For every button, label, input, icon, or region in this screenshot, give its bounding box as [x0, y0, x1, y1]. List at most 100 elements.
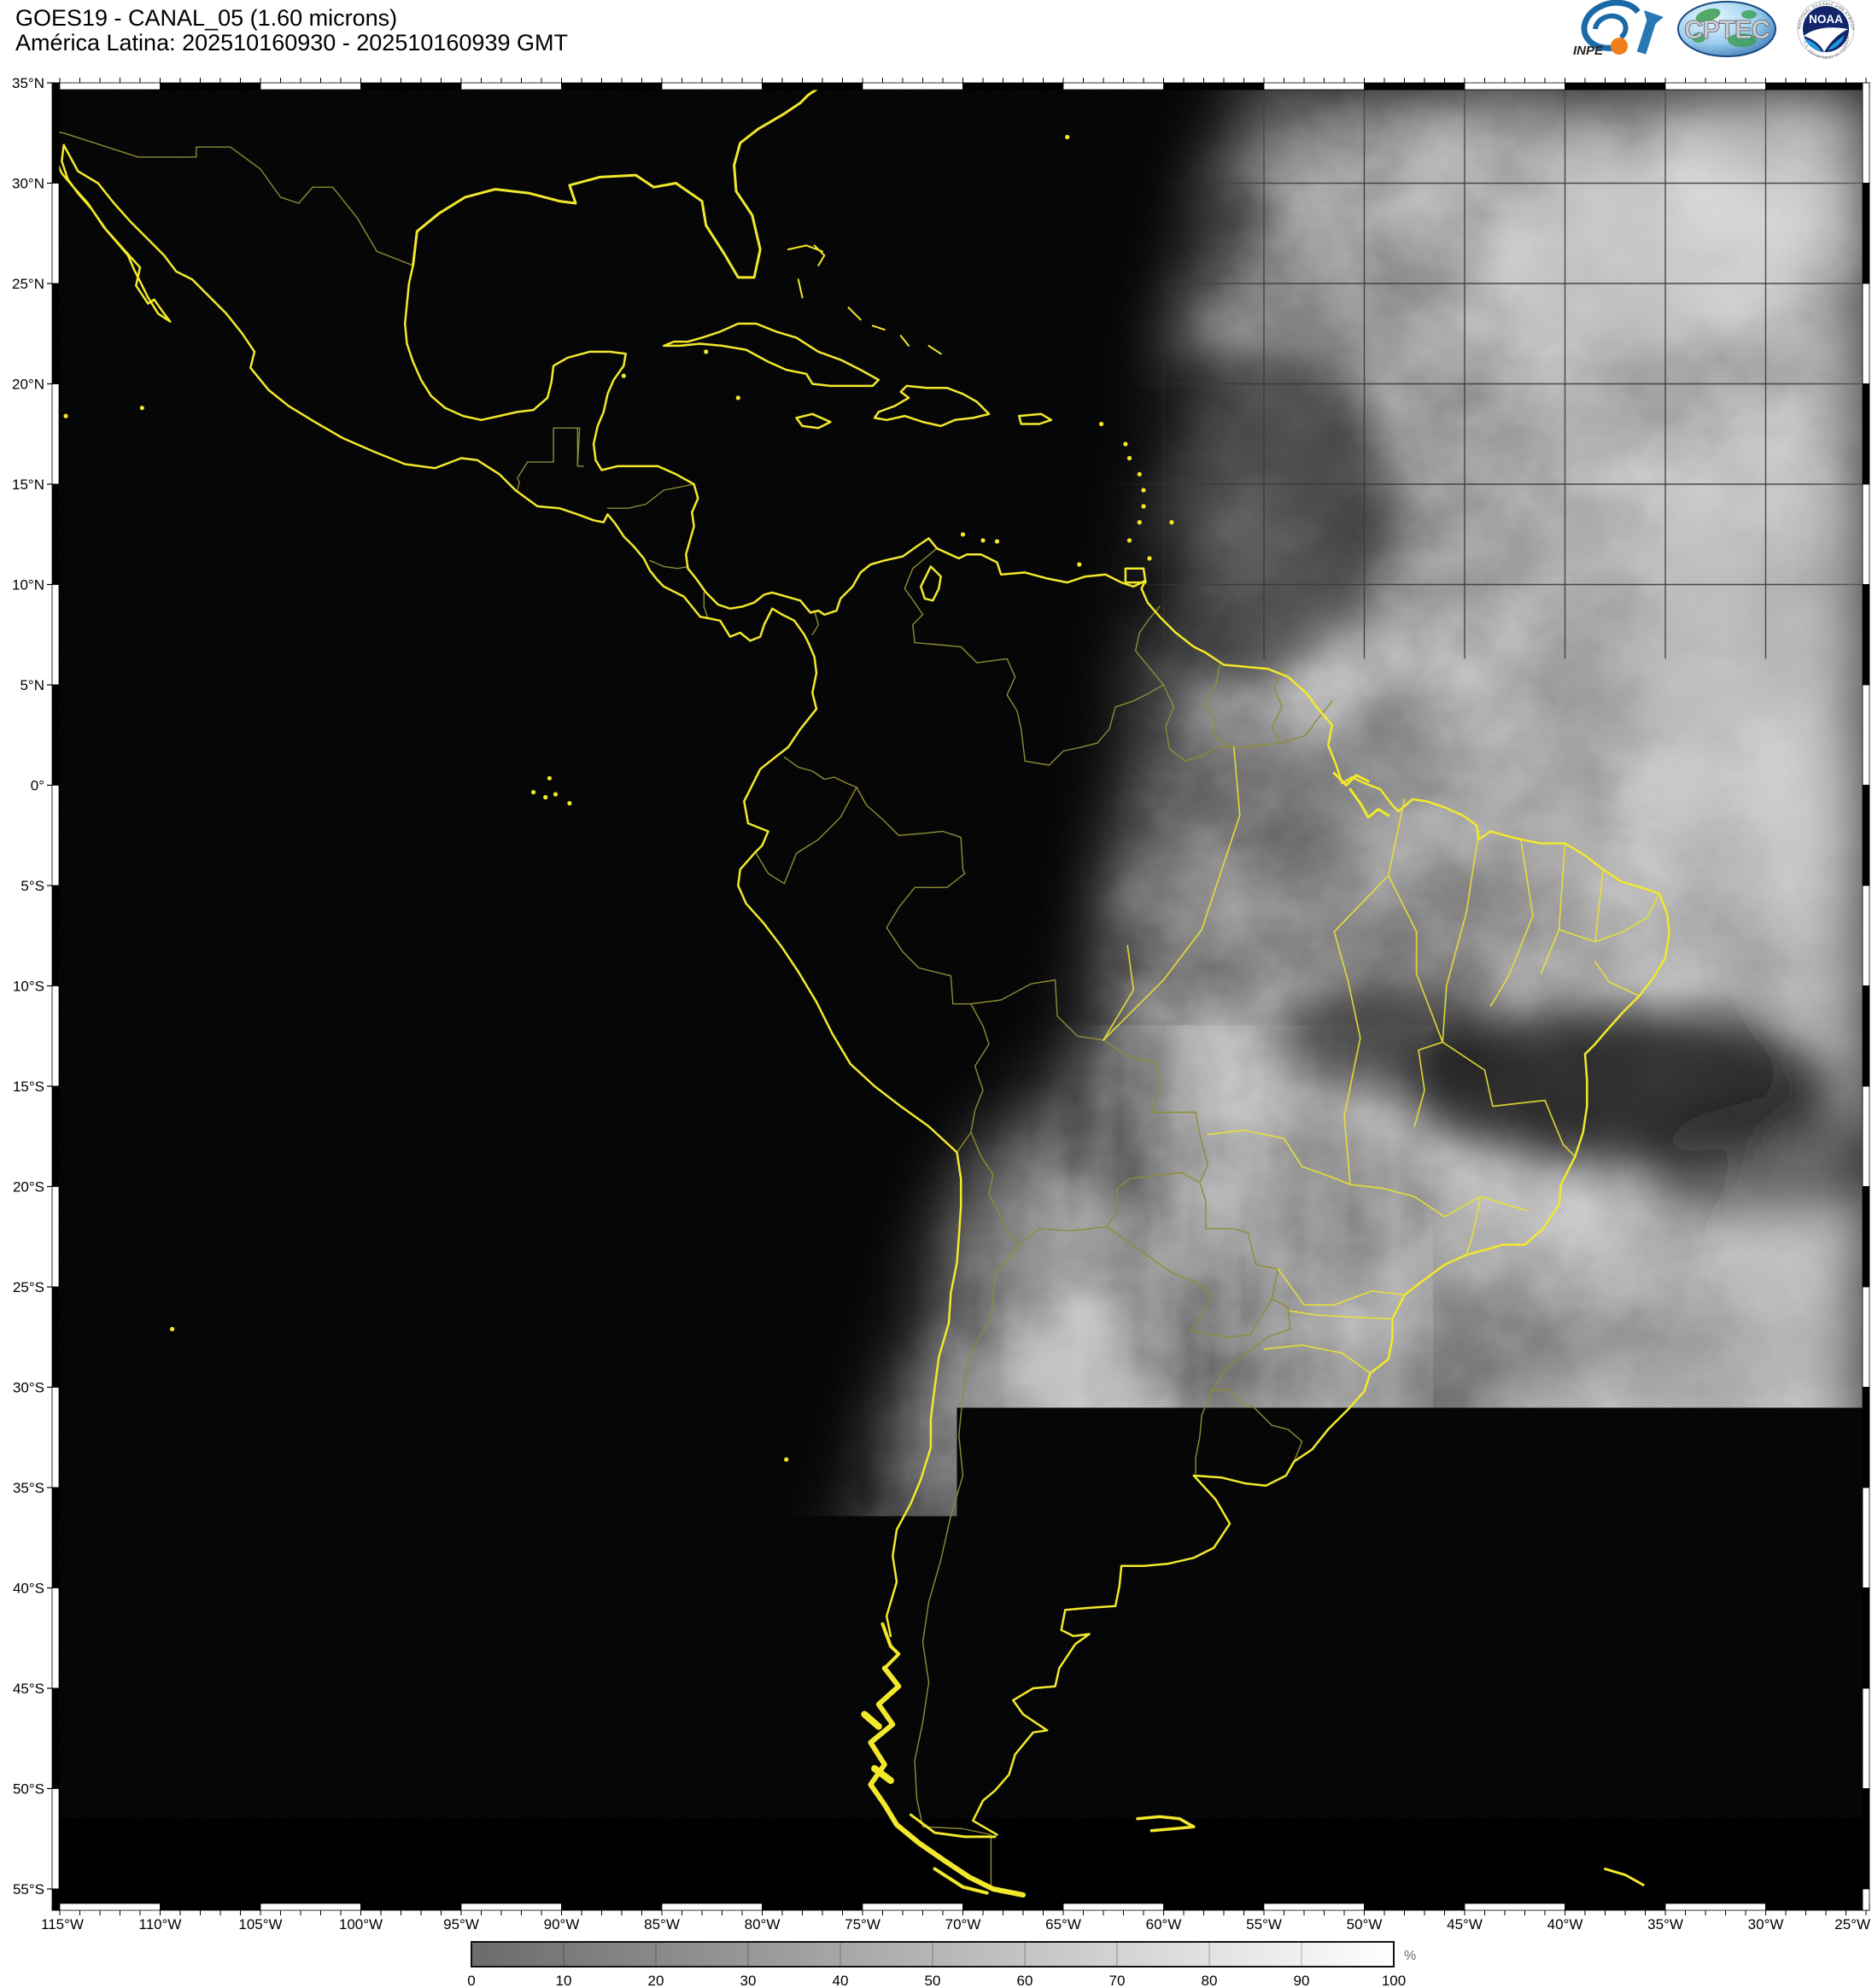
frame-bottom — [1766, 1903, 1867, 1910]
satellite-map-figure: GOES19 - CANAL_05 (1.60 microns) América… — [0, 0, 1872, 1988]
lat-label: 40°S — [13, 1581, 44, 1597]
island-dot — [1099, 422, 1103, 426]
island-dot — [63, 414, 67, 418]
island-dot — [961, 532, 965, 536]
frame-left — [52, 1287, 59, 1388]
frame-top — [963, 83, 1064, 90]
frame-top — [1365, 83, 1465, 90]
frame-left — [52, 1086, 59, 1187]
frame-top — [1164, 83, 1265, 90]
lon-label: 35°W — [1647, 1916, 1683, 1932]
frame-bottom — [1665, 1903, 1766, 1910]
frame-left — [52, 384, 59, 485]
sensor-noise — [52, 83, 1869, 1910]
frame-left — [52, 484, 59, 585]
colorbar-tick-label: 80 — [1202, 1973, 1218, 1988]
lon-label: 100°W — [339, 1916, 383, 1932]
lat-label: 50°S — [13, 1781, 44, 1798]
island-dot — [1138, 520, 1142, 524]
frame-right — [1863, 1688, 1869, 1789]
island-dot — [1123, 441, 1127, 446]
frame-left — [52, 83, 59, 184]
frame-right — [1863, 986, 1869, 1087]
island-dot — [1065, 135, 1069, 139]
frame-top — [1565, 83, 1666, 90]
frame-left — [52, 685, 59, 786]
island-dot — [704, 349, 708, 354]
frame-right — [1863, 685, 1869, 786]
lat-label: 20°N — [12, 377, 44, 393]
frame-top — [562, 83, 663, 90]
frame-right — [1863, 83, 1869, 184]
lat-label: 35°N — [12, 75, 44, 91]
frame-right — [1863, 184, 1869, 284]
island-dot — [1147, 556, 1151, 560]
frame-left — [52, 1187, 59, 1288]
frame-left — [52, 585, 59, 686]
frame-bottom — [1063, 1903, 1164, 1910]
frame-bottom — [361, 1903, 462, 1910]
noaa-logo-text: NOAA — [1809, 13, 1843, 26]
lat-label: 30°S — [13, 1380, 44, 1396]
lon-label: 110°W — [139, 1916, 182, 1932]
frame-bottom — [60, 1903, 161, 1910]
cptec-logo: CPTEC — [1678, 2, 1775, 56]
island-dot — [1138, 472, 1142, 477]
frame-left — [52, 1688, 59, 1789]
lon-label: 70°W — [945, 1916, 981, 1932]
cptec-logo-text: CPTEC — [1684, 15, 1770, 44]
frame-top — [1766, 83, 1867, 90]
frame-top — [361, 83, 462, 90]
frame-bottom — [662, 1903, 763, 1910]
island-dot — [784, 1458, 788, 1462]
product-title: GOES19 - CANAL_05 (1.60 microns) — [15, 5, 397, 31]
island-dot — [531, 790, 535, 794]
colorbar-tick-label: 0 — [467, 1973, 475, 1988]
lat-label: 35°S — [13, 1480, 44, 1496]
frame-bottom — [260, 1903, 361, 1910]
island-dot — [140, 406, 144, 410]
inpe-logo: INPE — [1573, 3, 1664, 58]
lat-label: 30°N — [12, 176, 44, 192]
lon-label: 30°W — [1748, 1916, 1784, 1932]
frame-right — [1863, 1388, 1869, 1488]
frame-bottom — [1164, 1903, 1265, 1910]
frame-right — [1863, 585, 1869, 686]
island-dot — [567, 801, 571, 805]
lat-label: 10°N — [12, 577, 44, 593]
longitude-axis: 115°W 110°W 105°W 100°W 95°W 90°W 85°W 80°W 75°W… — [41, 1916, 1870, 1932]
island-dot — [547, 776, 552, 781]
header: GOES19 - CANAL_05 (1.60 microns) América… — [15, 5, 568, 56]
frame-top — [1665, 83, 1766, 90]
satellite-imagery — [52, 77, 1872, 1947]
frame-left — [52, 1889, 59, 1910]
island-dot — [1169, 520, 1173, 524]
product-subtitle-timestamp: América Latina: 202510160930 - 202510160… — [15, 30, 568, 56]
frame-right — [1863, 1588, 1869, 1689]
lat-label: 15°N — [12, 477, 44, 493]
colorbar-tick-label: 40 — [833, 1973, 849, 1988]
frame-right — [1863, 786, 1869, 886]
frame-right — [1863, 484, 1869, 585]
frame-left — [52, 1488, 59, 1588]
frame-left — [52, 284, 59, 384]
frame-right — [1863, 1187, 1869, 1288]
frame-top — [662, 83, 763, 90]
satellite-product-page: GOES19 - CANAL_05 (1.60 microns) América… — [0, 0, 1872, 1988]
lat-label: 10°S — [13, 979, 44, 995]
colorbar-tick-label: 100 — [1382, 1973, 1406, 1988]
colorbar-tick-label: 50 — [925, 1973, 941, 1988]
frame-bottom — [963, 1903, 1064, 1910]
island-dot — [736, 395, 740, 400]
lon-label: 65°W — [1045, 1916, 1081, 1932]
lat-label: 25°S — [13, 1279, 44, 1295]
frame-left — [52, 1789, 59, 1890]
island-dot — [1127, 456, 1132, 460]
map-panel: 35°N 30°N 25°N 20°N 15°N 10°N 5°N 0° 5°S 10°S 15°S… — [12, 75, 1872, 1947]
island-dot — [1127, 538, 1132, 542]
frame-right — [1863, 284, 1869, 384]
frame-right — [1863, 1889, 1869, 1910]
lon-label: 75°W — [845, 1916, 880, 1932]
frame-right — [1863, 1287, 1869, 1388]
lon-label: 55°W — [1246, 1916, 1282, 1932]
